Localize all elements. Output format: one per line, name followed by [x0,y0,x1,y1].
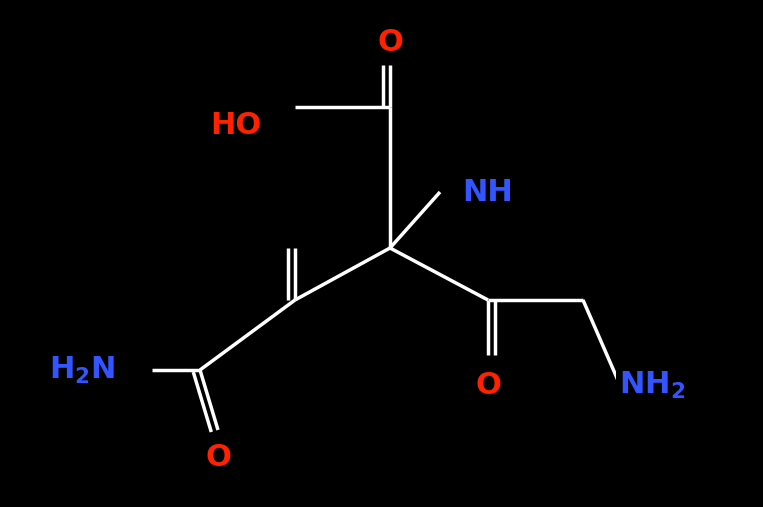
Text: $\mathregular{NH_2}$: $\mathregular{NH_2}$ [619,370,685,401]
Text: O: O [475,371,501,400]
Text: O: O [377,27,403,56]
Text: $\mathregular{H_2N}$: $\mathregular{H_2N}$ [49,354,115,385]
Text: HO: HO [211,111,262,139]
Text: NH: NH [462,177,513,206]
Text: O: O [205,444,231,473]
